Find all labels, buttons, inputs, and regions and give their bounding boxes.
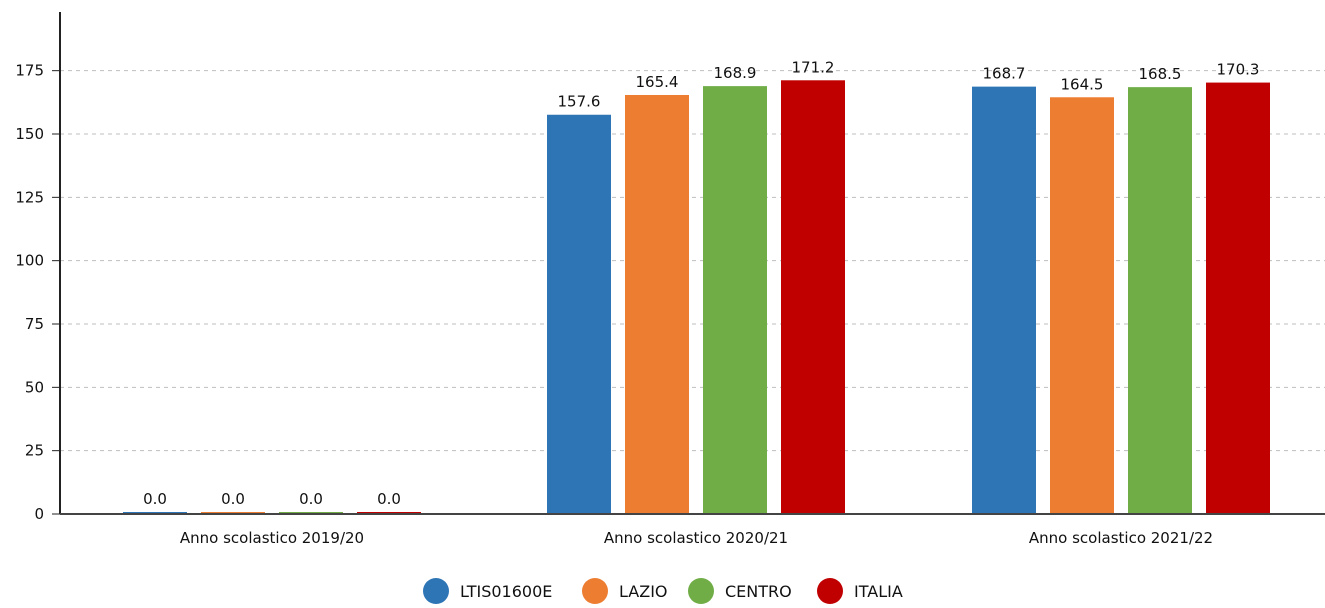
data-label: 0.0 bbox=[221, 490, 245, 508]
data-label: 171.2 bbox=[792, 58, 835, 76]
y-tick-label: 0 bbox=[34, 505, 44, 523]
bar-lazio-2[interactable] bbox=[1050, 97, 1114, 515]
x-category-label: Anno scolastico 2021/22 bbox=[1029, 529, 1213, 547]
legend-label: CENTRO bbox=[725, 582, 792, 601]
legend-swatch bbox=[582, 578, 608, 604]
gridlines bbox=[60, 70, 1325, 452]
bar-centro-2[interactable] bbox=[1128, 87, 1192, 514]
y-tick-label: 75 bbox=[25, 315, 44, 333]
bar-ltis01600e-2[interactable] bbox=[972, 86, 1036, 515]
legend-item-centro[interactable]: CENTRO bbox=[688, 578, 792, 604]
data-label: 168.9 bbox=[714, 64, 757, 82]
legend-item-ltis01600e[interactable]: LTIS01600E bbox=[423, 578, 552, 604]
data-label: 0.0 bbox=[377, 490, 401, 508]
bars bbox=[123, 80, 1270, 515]
bar-centro-1[interactable] bbox=[703, 86, 767, 515]
bar-italia-1[interactable] bbox=[781, 80, 845, 514]
data-label: 0.0 bbox=[299, 490, 323, 508]
data-label: 0.0 bbox=[143, 490, 167, 508]
x-category-label: Anno scolastico 2020/21 bbox=[604, 529, 788, 547]
x-category-label: Anno scolastico 2019/20 bbox=[180, 529, 364, 547]
y-tick-label: 50 bbox=[25, 378, 44, 396]
y-tick-label: 175 bbox=[15, 62, 44, 80]
y-tick-label: 125 bbox=[15, 188, 44, 206]
data-labels: 0.0 157.6 168.7 0.0 165.4 164.5 0.0 168.9 168.5 0… bbox=[143, 58, 1259, 508]
legend-label: LTIS01600E bbox=[460, 582, 552, 601]
y-tick-label: 150 bbox=[15, 125, 44, 143]
axes: 0 25 50 75 100 125 150 175 Anno scolastico 2019/… bbox=[15, 12, 1325, 547]
bar-lazio-1[interactable] bbox=[625, 94, 689, 514]
bar-italia-2[interactable] bbox=[1206, 82, 1270, 514]
legend-swatch bbox=[688, 578, 714, 604]
data-label: 170.3 bbox=[1217, 61, 1260, 79]
legend-swatch bbox=[817, 578, 843, 604]
data-label: 157.6 bbox=[558, 93, 601, 111]
legend: LTIS01600E LAZIO CENTRO ITALIA bbox=[423, 578, 903, 604]
data-label: 164.5 bbox=[1061, 75, 1104, 93]
data-label: 168.5 bbox=[1139, 65, 1182, 83]
legend-swatch bbox=[423, 578, 449, 604]
legend-label: LAZIO bbox=[619, 582, 668, 601]
bar-ltis01600e-1[interactable] bbox=[547, 114, 611, 514]
legend-label: ITALIA bbox=[854, 582, 903, 601]
legend-item-italia[interactable]: ITALIA bbox=[817, 578, 903, 604]
y-tick-label: 25 bbox=[25, 442, 44, 460]
y-tick-label: 100 bbox=[15, 252, 44, 270]
data-label: 168.7 bbox=[983, 65, 1026, 83]
data-label: 165.4 bbox=[636, 73, 679, 91]
legend-item-lazio[interactable]: LAZIO bbox=[582, 578, 668, 604]
